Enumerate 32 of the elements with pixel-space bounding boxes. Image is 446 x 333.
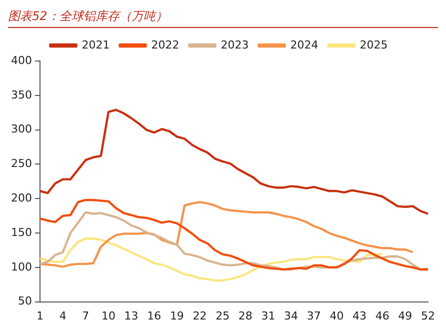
x-tick-label: 52: [421, 309, 435, 322]
y-tick-label: 300: [10, 122, 32, 136]
x-tick-label: 43: [352, 309, 367, 322]
x-tick-label: 28: [238, 309, 252, 322]
x-tick-label: 16: [147, 309, 162, 322]
x-tick-label: 34: [284, 309, 298, 322]
x-tick-label: 31: [261, 309, 276, 322]
x-tick-label: 19: [170, 309, 184, 322]
x-tick-label: 7: [82, 309, 90, 322]
x-tick-label: 37: [306, 309, 321, 322]
legend-label: 2025: [360, 38, 388, 52]
x-tick-label: 4: [59, 309, 66, 322]
y-tick-label: 350: [10, 88, 32, 102]
x-tick-label: 10: [101, 309, 116, 322]
y-tick-label: 100: [10, 260, 32, 274]
x-tick-label: 49: [398, 309, 412, 322]
x-tick-label: 46: [375, 309, 390, 322]
x-tick-label: 13: [124, 309, 138, 322]
y-tick-label: 400: [10, 54, 32, 67]
y-tick-label: 150: [10, 226, 32, 239]
legend-label: 2024: [290, 38, 318, 52]
x-tick-label: 1: [36, 309, 44, 322]
x-tick-label: 25: [216, 309, 230, 322]
chart-title: 图表52：全球铝库存（万吨）: [8, 8, 438, 28]
legend-label: 2022: [151, 38, 180, 52]
y-tick-label: 200: [10, 191, 32, 204]
legend-label: 2023: [220, 38, 249, 52]
y-tick-label: 50: [18, 294, 32, 308]
x-tick-label: 40: [330, 309, 344, 322]
y-tick-label: 250: [10, 157, 32, 170]
x-tick-label: 22: [192, 309, 207, 322]
legend-label: 2021: [82, 38, 110, 52]
